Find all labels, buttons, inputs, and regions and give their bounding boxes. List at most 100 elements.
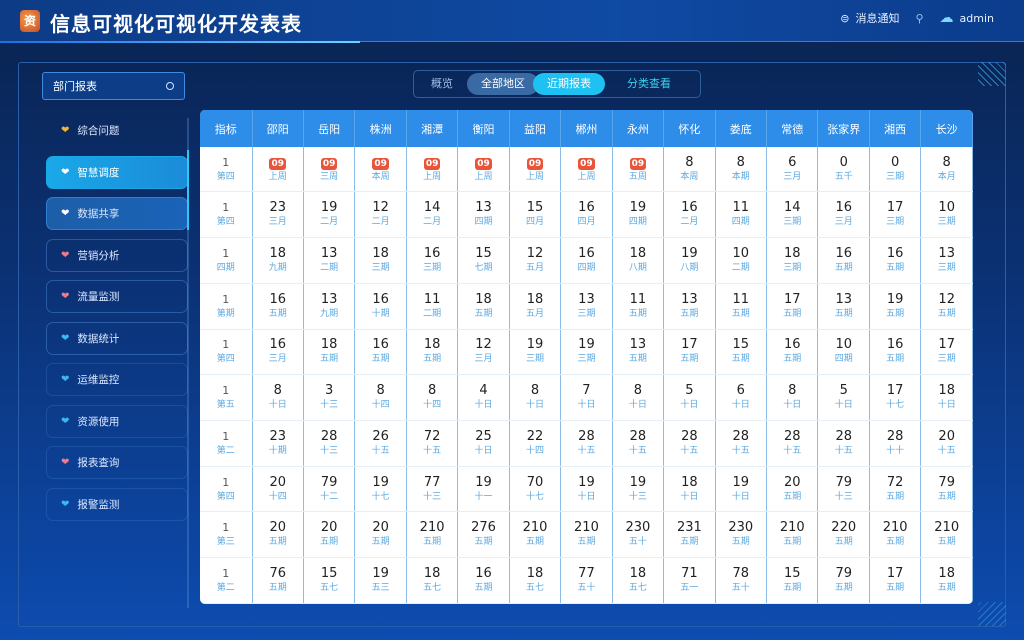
table-cell[interactable]: 7 十日 — [560, 374, 613, 422]
table-cell[interactable]: 220 五期 — [817, 511, 870, 559]
table-cell[interactable]: 12 三月 — [457, 329, 510, 376]
table-cell[interactable]: 22 十四 — [509, 420, 562, 467]
tab-overview[interactable]: 概览 — [431, 77, 453, 90]
table-cell[interactable]: 10 四期 — [817, 329, 870, 376]
scrollbar-thumb[interactable] — [187, 150, 189, 230]
sidebar-item[interactable]: ❤ 智慧调度 — [46, 155, 188, 189]
table-cell[interactable]: 16 二月 — [663, 191, 716, 239]
table-cell[interactable]: 79 五期 — [920, 466, 973, 513]
sidebar-item[interactable]: ❤ 资源使用 — [46, 404, 188, 438]
table-cell[interactable]: 15 五期 — [766, 557, 819, 604]
table-cell[interactable]: 09 上周 — [457, 147, 510, 193]
table-cell[interactable]: 09 三周 — [303, 147, 356, 193]
table-cell[interactable]: 13 三期 — [920, 237, 973, 284]
table-cell[interactable]: 09 上周 — [252, 147, 304, 193]
table-cell[interactable]: 18 五月 — [509, 283, 562, 330]
table-cell[interactable]: 210 五期 — [406, 511, 459, 559]
table-cell[interactable]: 18 五七 — [509, 557, 562, 604]
table-cell[interactable]: 25 十日 — [457, 420, 510, 467]
table-cell[interactable]: 11 四期 — [715, 191, 768, 239]
table-cell[interactable]: 15 七期 — [457, 237, 510, 284]
column-header[interactable]: 长沙 — [920, 110, 973, 147]
tab-recent-reports[interactable]: 近期报表 — [533, 73, 605, 95]
table-cell[interactable]: 09 上周 — [560, 147, 613, 193]
table-cell[interactable]: 76 五期 — [252, 557, 304, 604]
table-cell[interactable]: 210 五期 — [509, 511, 562, 559]
table-cell[interactable]: 16 五期 — [817, 237, 870, 284]
table-cell[interactable]: 8 十日 — [509, 374, 562, 422]
table-cell[interactable]: 15 五七 — [303, 557, 356, 604]
table-cell[interactable]: 276 五期 — [457, 511, 510, 559]
tab-category-view[interactable]: 分类查看 — [627, 77, 671, 90]
table-cell[interactable]: 8 十四 — [406, 374, 459, 422]
table-cell[interactable]: 11 五期 — [715, 283, 768, 330]
table-cell[interactable]: 17 十七 — [869, 374, 922, 422]
table-cell[interactable]: 19 十日 — [560, 466, 613, 513]
table-cell[interactable]: 23 十期 — [252, 420, 304, 467]
column-header[interactable]: 邵阳 — [252, 110, 304, 147]
table-cell[interactable]: 12 五期 — [920, 283, 973, 330]
sidebar-item[interactable]: ❤ 流量监测 — [46, 280, 188, 313]
column-header[interactable]: 湘潭 — [406, 110, 459, 147]
table-cell[interactable]: 8 本月 — [920, 147, 973, 193]
table-cell[interactable]: 18 五期 — [406, 329, 459, 376]
column-header[interactable]: 张家界 — [817, 110, 870, 147]
table-cell[interactable]: 28 十五 — [663, 420, 716, 467]
table-cell[interactable]: 70 十七 — [509, 466, 562, 513]
table-cell[interactable]: 13 九期 — [303, 283, 356, 330]
column-header[interactable]: 娄底 — [715, 110, 768, 147]
table-cell[interactable]: 13 二期 — [303, 237, 356, 284]
table-cell[interactable]: 09 上周 — [509, 147, 562, 193]
table-cell[interactable]: 19 八期 — [663, 237, 716, 284]
table-cell[interactable]: 28 十十 — [869, 420, 922, 467]
sidebar-item[interactable]: ❤ 数据统计 — [46, 321, 188, 355]
table-cell[interactable]: 210 五期 — [920, 511, 973, 559]
table-cell[interactable]: 19 十一 — [457, 466, 510, 513]
table-cell[interactable]: 72 十五 — [406, 420, 459, 467]
search-input[interactable]: 部门报表 — [42, 72, 185, 100]
table-cell[interactable]: 17 五期 — [663, 329, 716, 376]
table-cell[interactable]: 10 三期 — [920, 191, 973, 239]
table-cell[interactable]: 19 四期 — [612, 191, 665, 239]
tab-all-regions[interactable]: 全部地区 — [467, 73, 539, 95]
table-cell[interactable]: 09 上周 — [406, 147, 459, 193]
table-cell[interactable]: 20 五期 — [354, 511, 407, 559]
table-cell[interactable]: 13 五期 — [612, 329, 665, 376]
table-cell[interactable]: 16 五期 — [869, 237, 922, 284]
table-cell[interactable]: 78 五十 — [715, 557, 768, 604]
table-cell[interactable]: 210 五期 — [560, 511, 613, 559]
table-cell[interactable]: 12 五月 — [509, 237, 562, 284]
table-cell[interactable]: 18 五七 — [612, 557, 665, 604]
table-cell[interactable]: 17 三期 — [920, 329, 973, 376]
table-cell[interactable]: 18 十日 — [920, 374, 973, 422]
table-cell[interactable]: 28 十三 — [303, 420, 356, 467]
table-cell[interactable]: 09 本周 — [354, 147, 407, 193]
table-cell[interactable]: 8 十日 — [252, 374, 304, 422]
table-cell[interactable]: 0 五千 — [817, 147, 870, 193]
table-cell[interactable]: 17 五期 — [869, 557, 922, 604]
table-cell[interactable]: 16 五期 — [354, 329, 407, 376]
sidebar-item[interactable]: ❤ 报警监测 — [46, 487, 188, 521]
table-cell[interactable]: 0 三期 — [869, 147, 922, 193]
table-cell[interactable]: 6 十日 — [715, 374, 768, 422]
column-header[interactable]: 怀化 — [663, 110, 716, 147]
table-cell[interactable]: 8 十四 — [354, 374, 407, 422]
sidebar-scrollbar[interactable] — [187, 118, 189, 608]
table-cell[interactable]: 20 五期 — [766, 466, 819, 513]
table-cell[interactable]: 16 五期 — [457, 557, 510, 604]
table-cell[interactable]: 77 五十 — [560, 557, 613, 604]
table-cell[interactable]: 18 五期 — [303, 329, 356, 376]
user-menu[interactable]: ☁ admin — [940, 10, 994, 26]
table-cell[interactable]: 18 三期 — [354, 237, 407, 284]
table-cell[interactable]: 77 十三 — [406, 466, 459, 513]
table-cell[interactable]: 6 三月 — [766, 147, 819, 193]
table-cell[interactable]: 16 十期 — [354, 283, 407, 330]
table-cell[interactable]: 09 五周 — [612, 147, 665, 193]
table-cell[interactable]: 72 五期 — [869, 466, 922, 513]
column-header[interactable]: 衡阳 — [457, 110, 510, 147]
sidebar-item[interactable]: ❤ 报表查询 — [46, 446, 188, 479]
table-cell[interactable]: 28 十五 — [817, 420, 870, 467]
table-cell[interactable]: 18 十日 — [663, 466, 716, 513]
search-icon[interactable] — [166, 82, 174, 90]
table-cell[interactable]: 16 四期 — [560, 237, 613, 284]
